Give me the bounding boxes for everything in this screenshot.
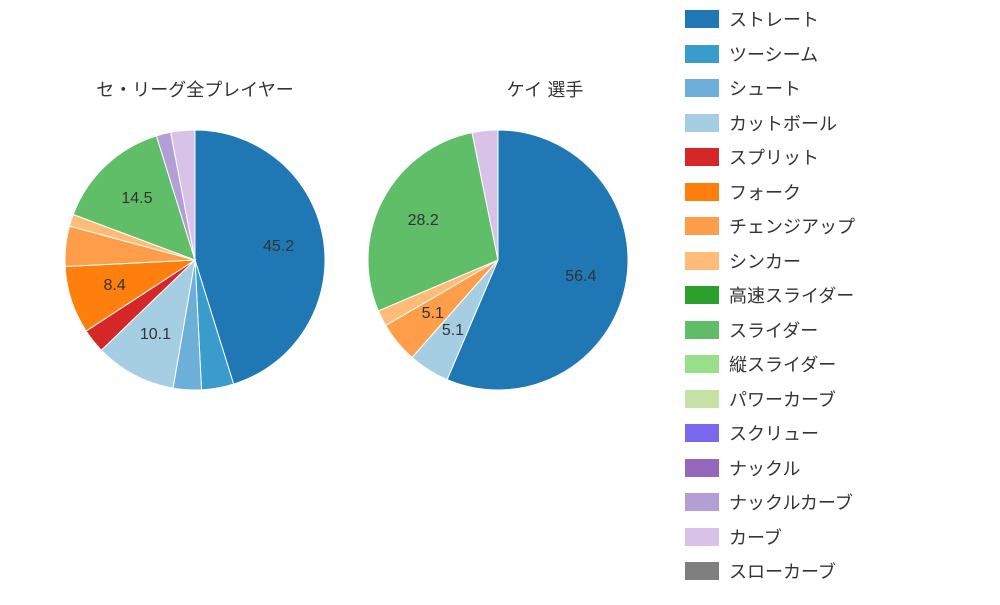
legend-swatch [685, 10, 719, 28]
legend-swatch [685, 148, 719, 166]
legend-item-slider: スライダー [685, 316, 995, 344]
legend-label: パワーカーブ [729, 386, 836, 412]
legend-label: 高速スライダー [729, 282, 854, 308]
legend-label: ストレート [729, 6, 819, 32]
legend-item-changeup: チェンジアップ [685, 212, 995, 240]
legend-label: シンカー [729, 248, 801, 274]
chart-area: 45.210.18.414.5セ・リーグ全プレイヤー56.45.15.128.2… [0, 0, 680, 600]
legend-item-knuckle: ナックル [685, 454, 995, 482]
legend-item-straight: ストレート [685, 5, 995, 33]
legend-swatch [685, 79, 719, 97]
legend-item-sinker: シンカー [685, 247, 995, 275]
chart-title-player: ケイ 選手 [405, 76, 685, 102]
legend-item-slow_curve: スローカーブ [685, 557, 995, 585]
legend-swatch [685, 252, 719, 270]
legend-swatch [685, 459, 719, 477]
legend-label: チェンジアップ [729, 213, 855, 239]
legend-label: ナックル [729, 455, 800, 481]
legend-label: スプリット [729, 144, 819, 170]
legend-label: カーブ [729, 524, 782, 550]
legend-item-shoot: シュート [685, 74, 995, 102]
legend-label: カットボール [729, 110, 837, 136]
legend-item-knuckle_curve: ナックルカーブ [685, 488, 995, 516]
legend-item-vert_slider: 縦スライダー [685, 350, 995, 378]
legend-label: スライダー [729, 317, 818, 343]
chart-title-league: セ・リーグ全プレイヤー [55, 76, 335, 102]
legend-item-power_curve: パワーカーブ [685, 385, 995, 413]
legend-label: シュート [729, 75, 801, 101]
legend-swatch [685, 424, 719, 442]
legend-item-cutball: カットボール [685, 109, 995, 137]
legend-label: ナックルカーブ [729, 489, 853, 515]
legend-swatch [685, 183, 719, 201]
legend-item-split: スプリット [685, 143, 995, 171]
legend-label: ツーシーム [729, 41, 818, 67]
legend-item-fast_slider: 高速スライダー [685, 281, 995, 309]
legend-label: スローカーブ [729, 558, 836, 584]
legend-item-curve: カーブ [685, 523, 995, 551]
legend-swatch [685, 528, 719, 546]
legend-item-screw: スクリュー [685, 419, 995, 447]
legend-swatch [685, 321, 719, 339]
legend-swatch [685, 562, 719, 580]
legend-label: スクリュー [729, 420, 819, 446]
legend-item-fork: フォーク [685, 178, 995, 206]
legend-item-two_seam: ツーシーム [685, 40, 995, 68]
legend-swatch [685, 217, 719, 235]
legend-swatch [685, 286, 719, 304]
legend-swatch [685, 355, 719, 373]
legend-swatch [685, 45, 719, 63]
legend-swatch [685, 493, 719, 511]
legend-label: 縦スライダー [729, 351, 836, 377]
legend-label: フォーク [729, 179, 801, 205]
legend-swatch [685, 390, 719, 408]
legend: ストレートツーシームシュートカットボールスプリットフォークチェンジアップシンカー… [685, 5, 995, 592]
legend-swatch [685, 114, 719, 132]
